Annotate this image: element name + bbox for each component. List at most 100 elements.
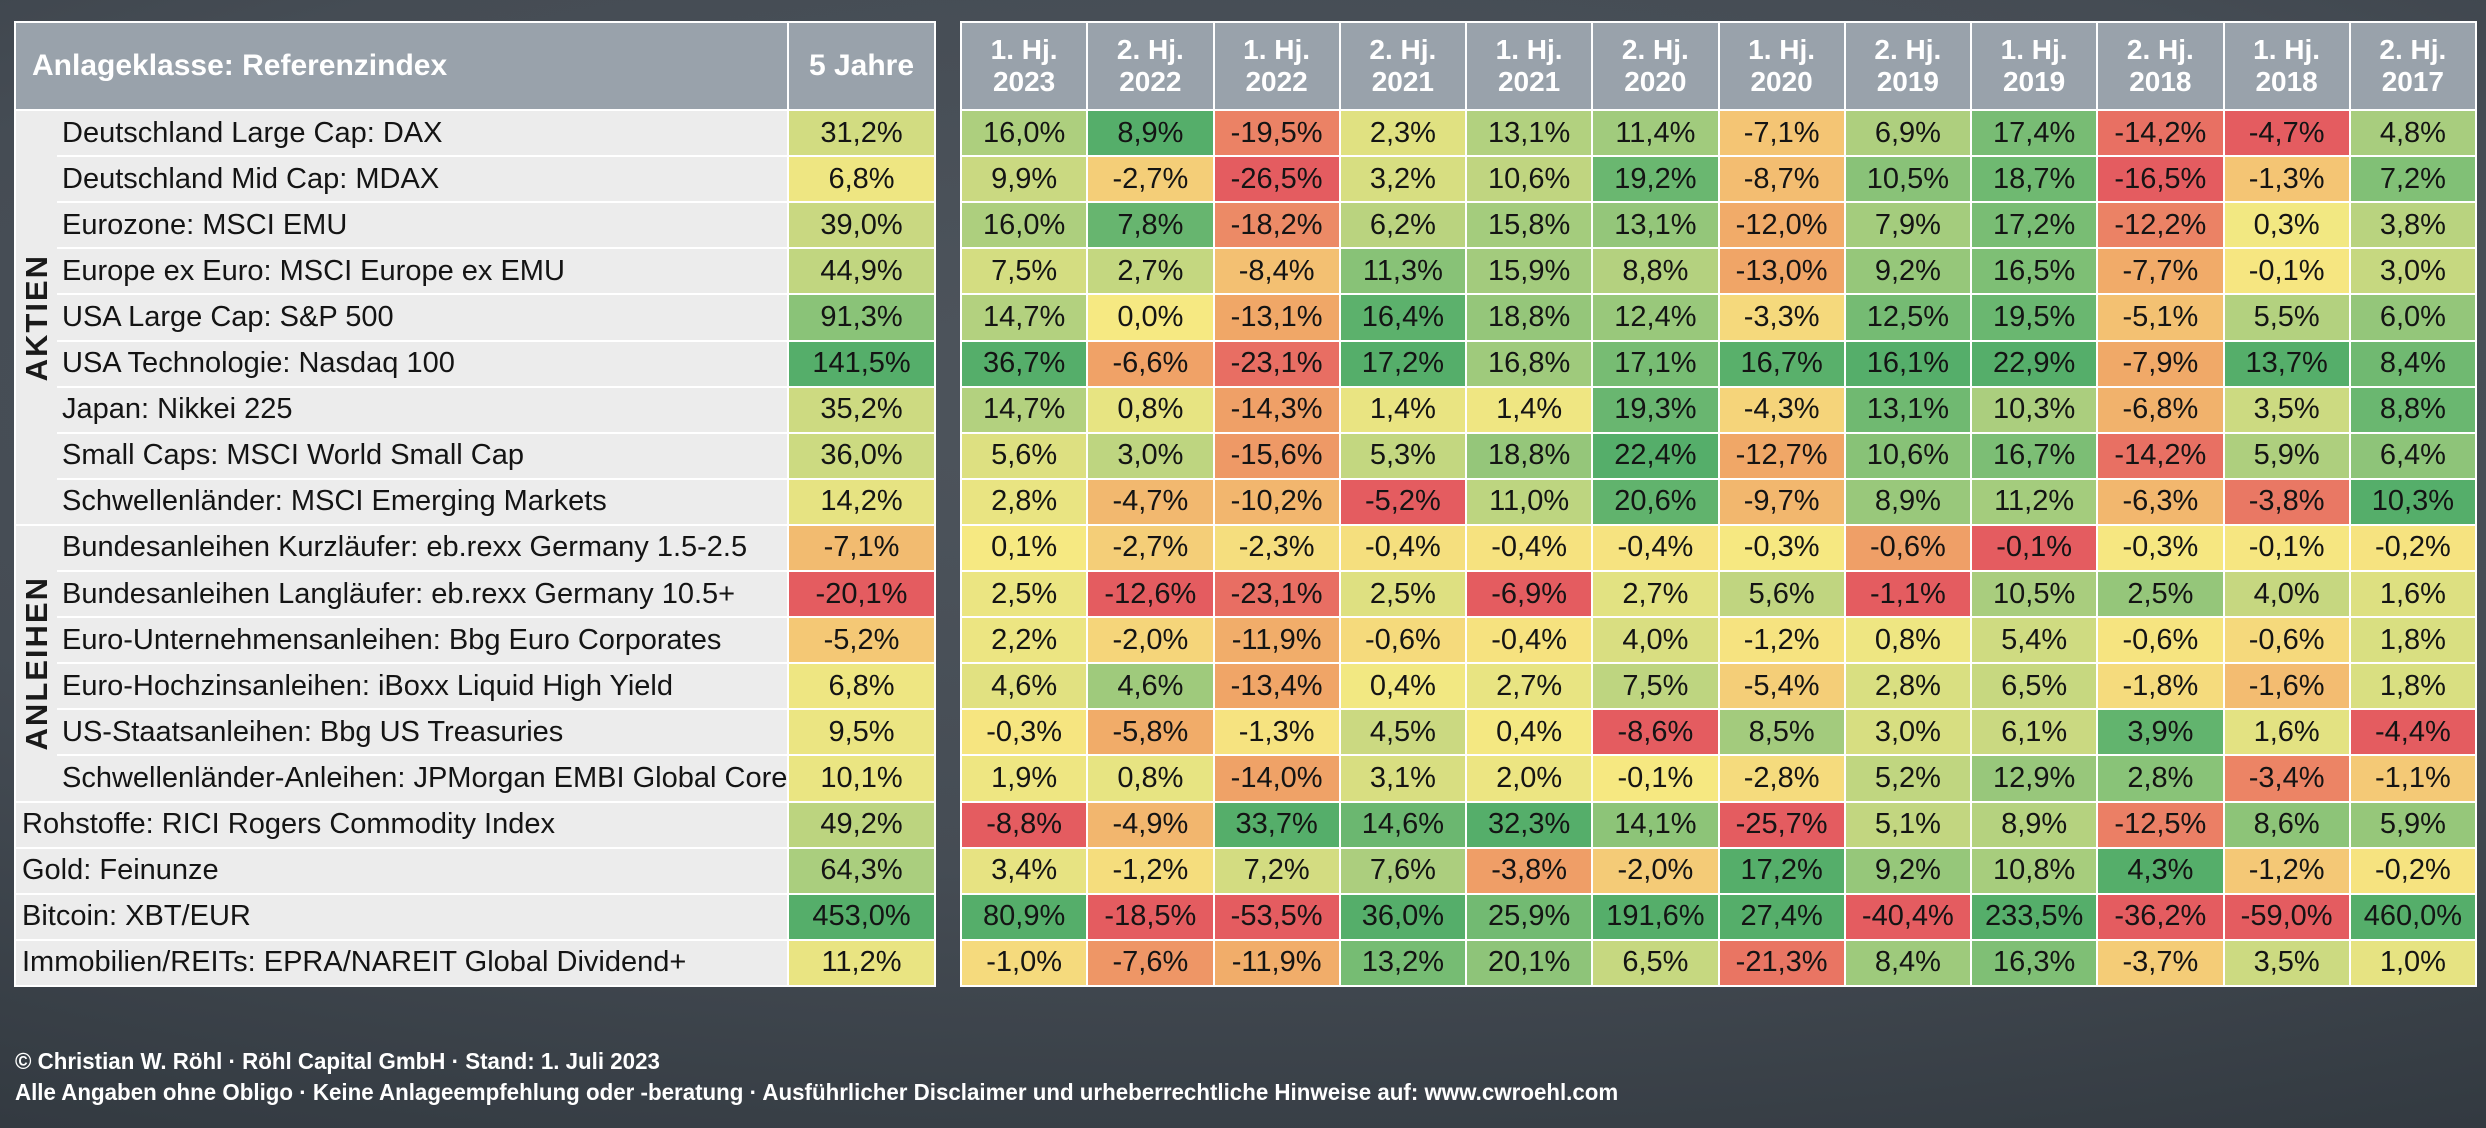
footer-disclaimer: Alle Angaben ohne Obligo · Keine Anlagee… (15, 1079, 1619, 1105)
return-cell: 3,9% (2098, 710, 2223, 755)
return-cell: 36,7% (962, 341, 1087, 386)
return-cell: 1,9% (962, 756, 1087, 801)
five-year-return-cell: -7,1% (789, 525, 934, 571)
return-cell: 14,6% (1340, 802, 1465, 847)
return-cell: -0,6% (2224, 618, 2349, 663)
return-cell: 7,5% (1593, 664, 1718, 709)
return-cell: -14,2% (2098, 433, 2223, 478)
return-cell: 0,0% (1088, 295, 1213, 340)
return-cell: 18,8% (1467, 295, 1592, 340)
return-cell: 20,1% (1467, 940, 1592, 985)
return-cell: 2,5% (1340, 572, 1465, 617)
footer-copyright: © Christian W. Röhl · Röhl Capital GmbH … (15, 1048, 660, 1074)
period-header: 2. Hj. 2019 (1845, 23, 1970, 109)
return-cell: 18,8% (1467, 433, 1592, 478)
five-year-return-cell: 453,0% (789, 894, 934, 939)
return-cell: -36,2% (2098, 894, 2223, 939)
return-cell: 10,3% (2350, 479, 2475, 524)
return-cell: 1,6% (2224, 710, 2349, 755)
return-cell: 2,5% (962, 572, 1087, 617)
return-cell: 8,9% (1845, 479, 1970, 524)
return-cell: -4,7% (2224, 111, 2349, 156)
five-year-return-cell: 31,2% (789, 111, 934, 156)
return-cell: 3,5% (2224, 387, 2349, 432)
return-cell: 2,2% (962, 618, 1087, 663)
return-cell: -0,4% (1467, 525, 1592, 571)
return-cell: 16,7% (1972, 433, 2097, 478)
return-cell: 5,1% (1845, 802, 1970, 847)
return-cell: -7,6% (1088, 940, 1213, 985)
return-cell: 5,5% (2224, 295, 2349, 340)
period-header: 2. Hj. 2020 (1593, 23, 1718, 109)
return-cell: -6,8% (2098, 387, 2223, 432)
return-cell: -2,8% (1719, 756, 1844, 801)
return-cell: -18,5% (1088, 894, 1213, 939)
return-cell: 5,6% (962, 433, 1087, 478)
return-cell: 6,0% (2350, 295, 2475, 340)
return-cell: 460,0% (2350, 894, 2475, 939)
return-cell: -12,7% (1719, 433, 1844, 478)
return-cell: -0,3% (2098, 525, 2223, 571)
return-cell: -0,1% (1972, 525, 2097, 571)
return-cell: 2,8% (962, 479, 1087, 524)
return-cell: -0,2% (2350, 848, 2475, 893)
five-year-return-cell: -20,1% (789, 572, 934, 617)
return-cell: 17,4% (1972, 111, 2097, 156)
return-cell: 12,4% (1593, 295, 1718, 340)
return-cell: 5,9% (2224, 433, 2349, 478)
return-cell: 16,5% (1972, 249, 2097, 294)
return-cell: -16,5% (2098, 157, 2223, 202)
return-cell: 8,4% (2350, 341, 2475, 386)
return-cell: -1,2% (2224, 848, 2349, 893)
return-cell: 10,8% (1972, 848, 2097, 893)
return-cell: -14,3% (1214, 387, 1339, 432)
return-cell: -12,0% (1719, 203, 1844, 248)
return-cell: 5,3% (1340, 433, 1465, 478)
return-cell: 1,8% (2350, 664, 2475, 709)
return-cell: 10,6% (1845, 433, 1970, 478)
return-cell: -3,8% (2224, 479, 2349, 524)
return-cell: 3,0% (1088, 433, 1213, 478)
return-cell: -18,2% (1214, 203, 1339, 248)
return-cell: -19,5% (1214, 111, 1339, 156)
return-cell: -8,7% (1719, 157, 1844, 202)
return-cell: -53,5% (1214, 894, 1339, 939)
five-year-return-cell: 39,0% (789, 203, 934, 248)
return-cell: 32,3% (1467, 802, 1592, 847)
return-cell: 14,7% (962, 295, 1087, 340)
return-cell: -3,3% (1719, 295, 1844, 340)
five-year-return-cell: 6,8% (789, 157, 934, 202)
return-cell: 17,2% (1719, 848, 1844, 893)
return-cell: 16,8% (1467, 341, 1592, 386)
return-cell: 80,9% (962, 894, 1087, 939)
return-cell: 17,2% (1972, 203, 2097, 248)
return-cell: 8,5% (1719, 710, 1844, 755)
return-cell: -13,4% (1214, 664, 1339, 709)
return-cell: 13,1% (1467, 111, 1592, 156)
return-cell: 4,5% (1340, 710, 1465, 755)
asset-row-label: Schwellenländer-Anleihen: JPMorgan EMBI … (16, 756, 787, 801)
return-cell: 4,6% (962, 664, 1087, 709)
return-cell: 27,4% (1719, 894, 1844, 939)
asset-row-label: Europe ex Euro: MSCI Europe ex EMU (16, 249, 787, 294)
asset-row-label: Bundesanleihen Kurzläufer: eb.rexx Germa… (16, 525, 787, 571)
return-cell: -12,5% (2098, 802, 2223, 847)
return-cell: 3,4% (962, 848, 1087, 893)
five-year-return-cell: 141,5% (789, 341, 934, 386)
return-cell: -0,6% (2098, 618, 2223, 663)
five-year-return-cell: -5,2% (789, 618, 934, 663)
return-cell: -8,8% (962, 802, 1087, 847)
return-cell: -12,6% (1088, 572, 1213, 617)
return-cell: -26,5% (1214, 157, 1339, 202)
return-cell: 8,9% (1088, 111, 1213, 156)
return-cell: -0,4% (1593, 525, 1718, 571)
return-cell: 22,4% (1593, 433, 1718, 478)
return-cell: -1,2% (1088, 848, 1213, 893)
return-cell: 19,5% (1972, 295, 2097, 340)
return-cell: 22,9% (1972, 341, 2097, 386)
return-cell: 6,5% (1972, 664, 2097, 709)
return-cell: 17,2% (1340, 341, 1465, 386)
asset-row-label: Euro-Hochzinsanleihen: iBoxx Liquid High… (16, 664, 787, 709)
return-cell: -9,7% (1719, 479, 1844, 524)
return-cell: -8,6% (1593, 710, 1718, 755)
